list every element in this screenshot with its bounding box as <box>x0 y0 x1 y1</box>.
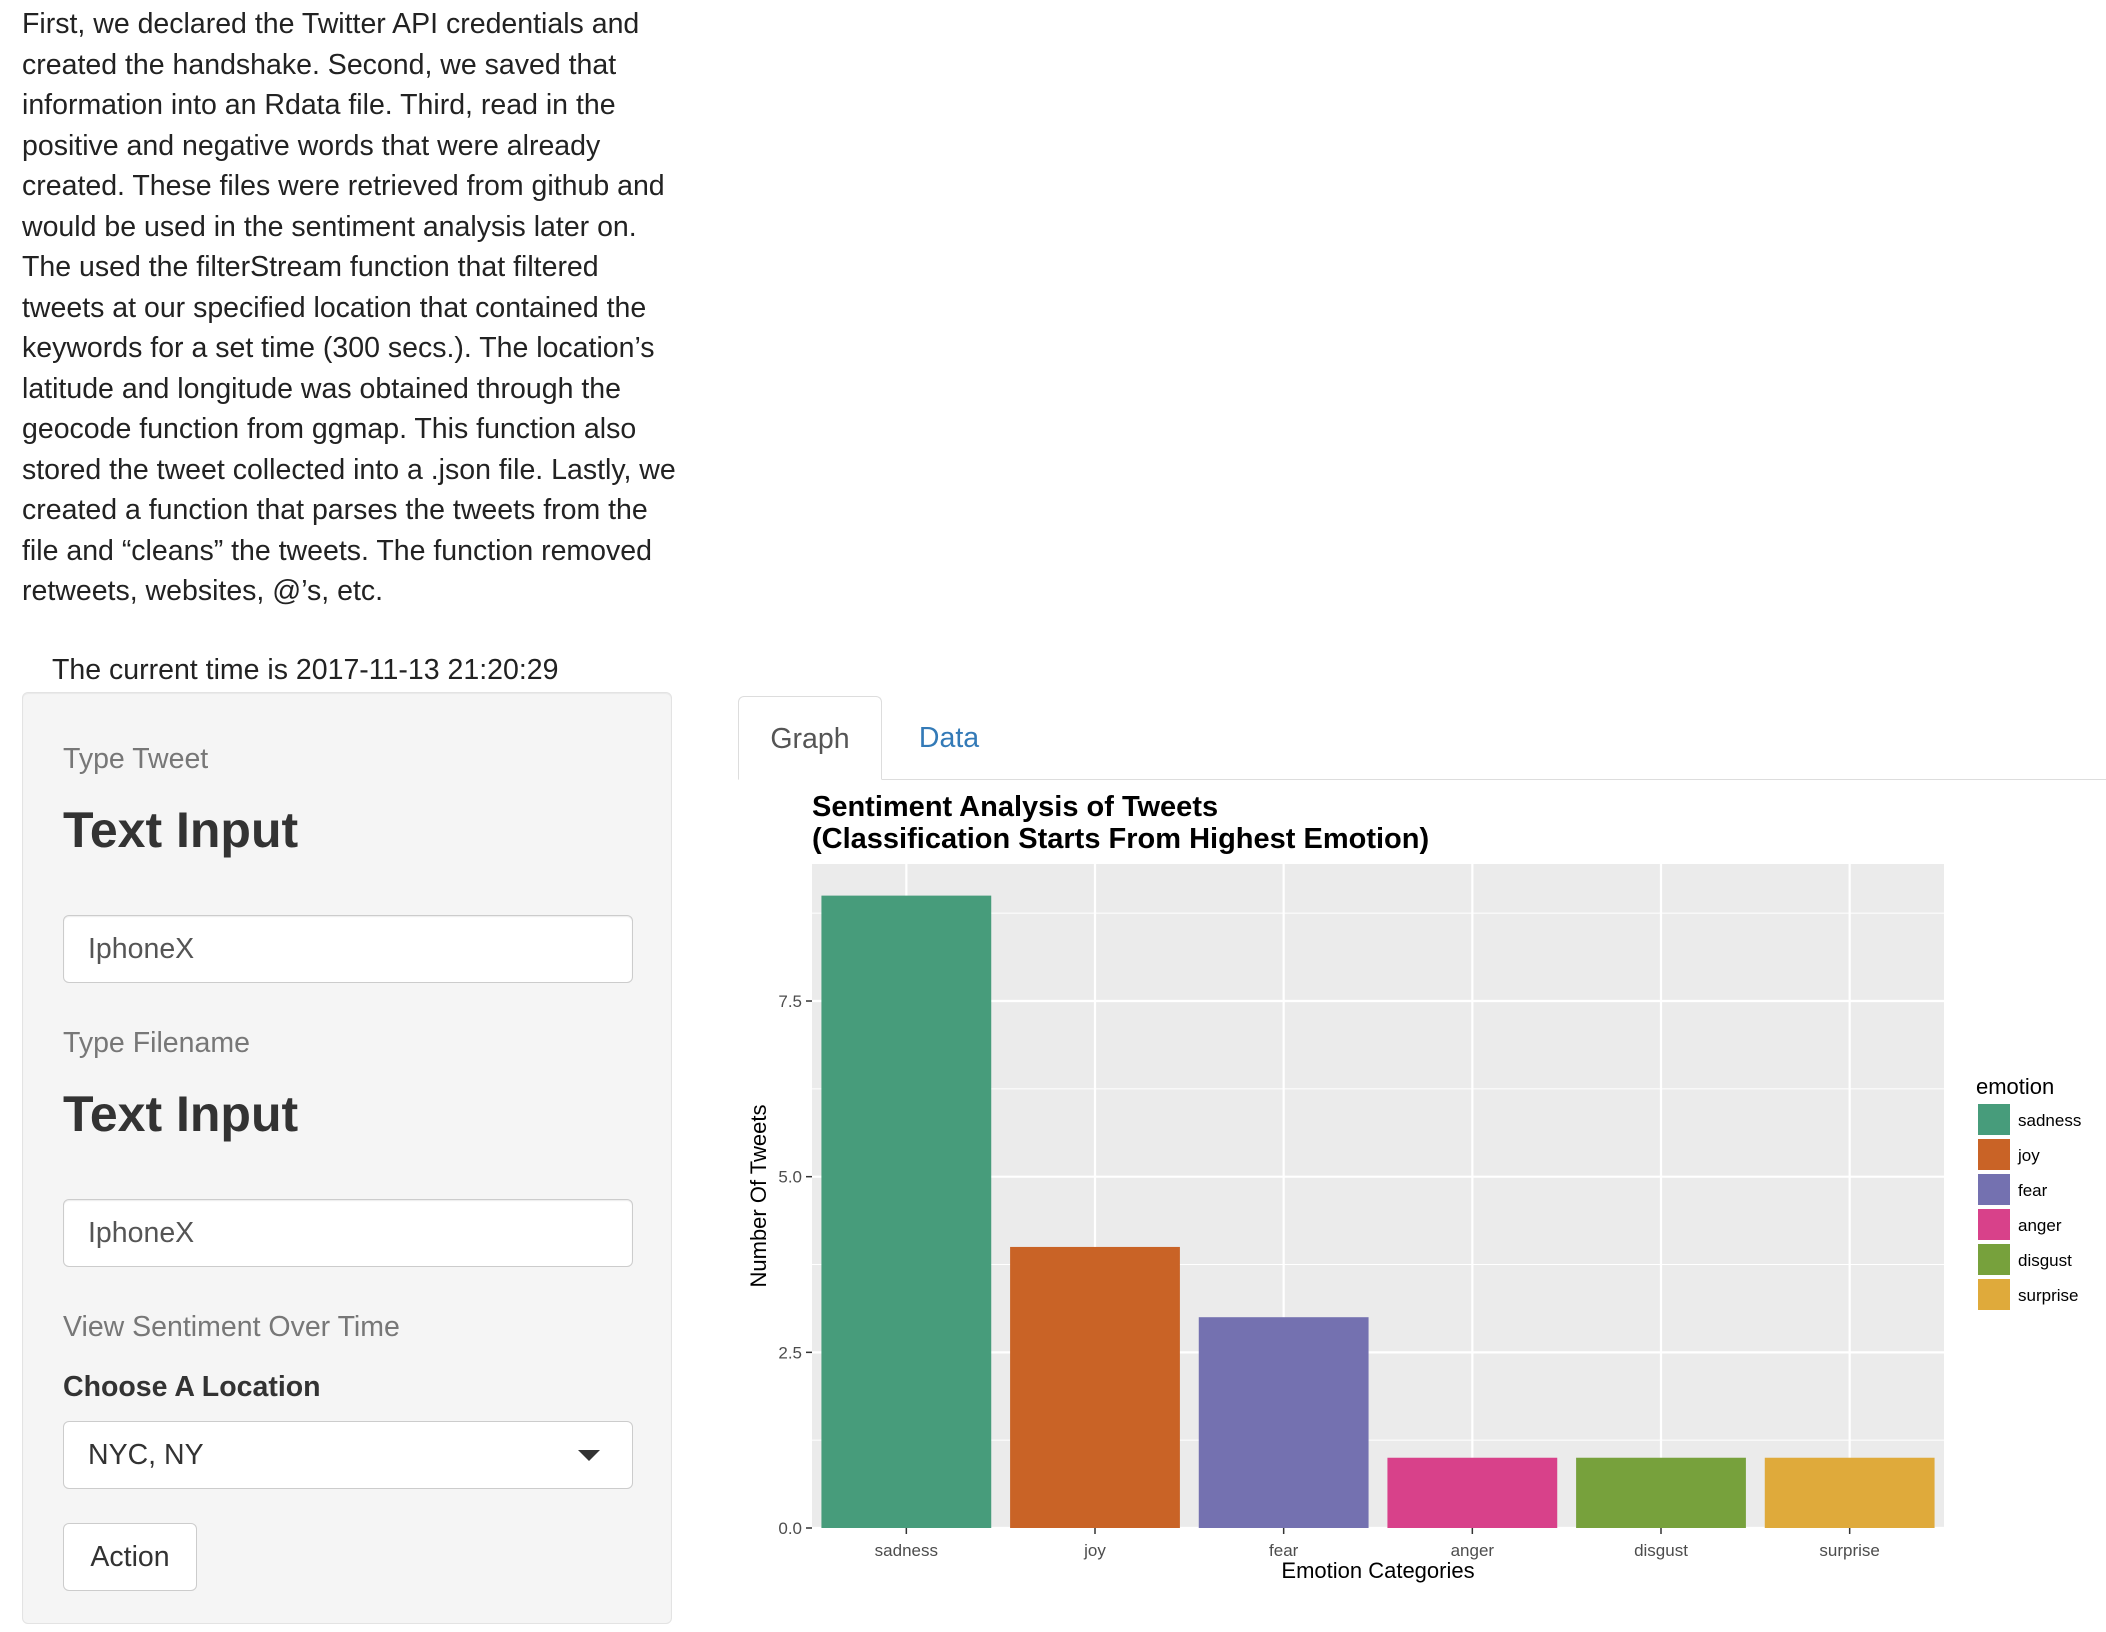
legend-key-surprise <box>1978 1279 2010 1310</box>
legend-key-sadness <box>1978 1104 2010 1135</box>
chart-subtitle: (Classification Starts From Highest Emot… <box>812 823 1429 855</box>
current-time-text: The current time is 2017-11-13 21:20:29 <box>52 654 559 686</box>
x-tick-label: fear <box>1269 1541 1299 1560</box>
legend-label: fear <box>2018 1181 2048 1200</box>
legend-key-anger <box>1978 1209 2010 1240</box>
type-filename-label: Type Filename <box>63 1027 250 1059</box>
caret-down-icon[interactable] <box>578 1450 600 1461</box>
action-button[interactable]: Action <box>63 1523 197 1591</box>
sentiment-over-time-label: View Sentiment Over Time <box>63 1311 400 1343</box>
tab-graph[interactable]: Graph <box>738 696 882 780</box>
legend-title: emotion <box>1976 1074 2054 1099</box>
legend-label: sadness <box>2018 1111 2081 1130</box>
bar-disgust <box>1576 1457 1746 1528</box>
x-tick-label: sadness <box>875 1541 938 1560</box>
location-select[interactable]: NYC, NY <box>63 1421 633 1489</box>
legend-key-disgust <box>1978 1244 2010 1275</box>
filename-input-heading: Text Input <box>63 1086 299 1142</box>
location-label: Choose A Location <box>63 1371 321 1403</box>
x-axis-title: Emotion Categories <box>1281 1558 1474 1583</box>
sentiment-bar-chart: Sentiment Analysis of Tweets (Classifica… <box>746 791 2081 1583</box>
y-axis-title: Number Of Tweets <box>746 1105 771 1288</box>
grid-layer <box>812 864 1944 1530</box>
chart-legend: emotion sadness joy fear anger disgust surpri… <box>1976 1074 2081 1310</box>
bar-fear <box>1198 1317 1369 1528</box>
tweet-input-heading: Text Input <box>63 802 299 858</box>
legend-label: disgust <box>2018 1251 2072 1270</box>
tabs-divider <box>738 779 2106 780</box>
y-tick-label: 5.0 <box>778 1168 802 1187</box>
legend-key-fear <box>1978 1174 2010 1205</box>
y-tick-label: 7.5 <box>778 992 802 1011</box>
legend-label: surprise <box>2018 1286 2078 1305</box>
axis-layer: 0.0 2.5 5.0 7.5 sadness joy fear anger disgust su… <box>778 992 1880 1560</box>
y-tick-label: 0.0 <box>778 1519 802 1538</box>
chart-title: Sentiment Analysis of Tweets <box>812 791 1218 823</box>
x-tick-label: joy <box>1083 1541 1106 1560</box>
intro-text: First, we declared the Twitter API crede… <box>22 4 682 612</box>
tab-data[interactable]: Data <box>918 722 980 754</box>
location-select-value: NYC, NY <box>88 1439 204 1471</box>
x-tick-label: disgust <box>1634 1541 1688 1560</box>
bar-surprise <box>1764 1457 1935 1528</box>
bar-sadness <box>821 895 992 1528</box>
x-tick-label: anger <box>1451 1541 1495 1560</box>
y-tick-label: 2.5 <box>778 1343 802 1362</box>
intro-paragraph: First, we declared the Twitter API crede… <box>22 8 676 607</box>
legend-label: anger <box>2018 1216 2062 1235</box>
plot-panel <box>812 864 1944 1528</box>
bars-layer <box>821 895 1935 1528</box>
x-tick-label: surprise <box>1819 1541 1879 1560</box>
legend-label: joy <box>2017 1146 2040 1165</box>
bar-joy <box>1010 1246 1180 1528</box>
bar-anger <box>1387 1457 1558 1528</box>
type-tweet-label: Type Tweet <box>63 743 209 775</box>
legend-key-joy <box>1978 1139 2010 1170</box>
sidebar-panel: Type Tweet Text Input Type Filename Text… <box>22 692 672 1624</box>
tweet-input[interactable] <box>63 915 633 983</box>
filename-input[interactable] <box>63 1199 633 1267</box>
